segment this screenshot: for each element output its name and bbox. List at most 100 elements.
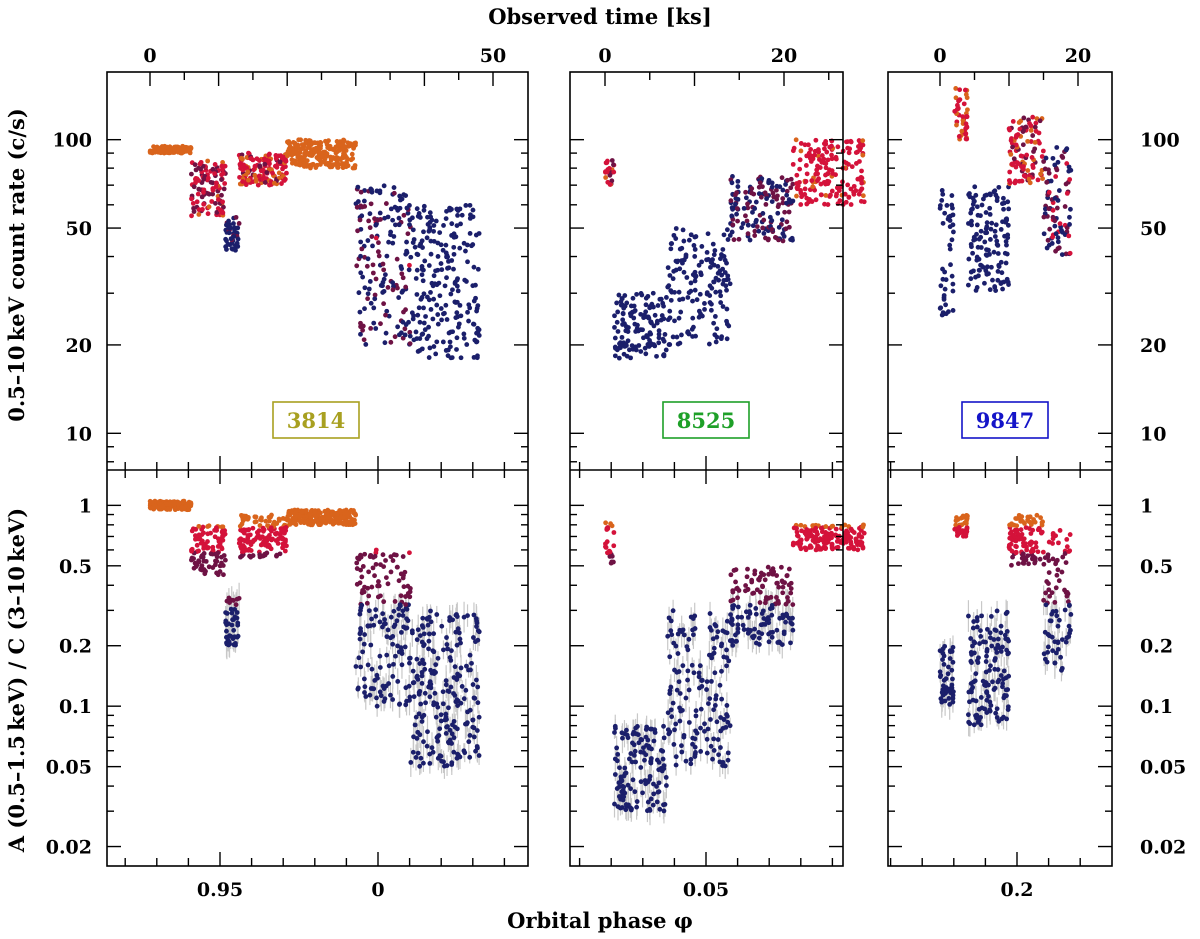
ratio-point xyxy=(454,614,460,619)
rate-point xyxy=(403,322,409,327)
ratio-point xyxy=(414,637,420,643)
rate-point xyxy=(808,147,814,152)
rate-point xyxy=(314,162,320,168)
ratio-point xyxy=(789,621,795,627)
ratio-point xyxy=(783,619,788,625)
rate-point xyxy=(803,178,809,184)
ratio-point xyxy=(993,710,999,716)
ratio-point xyxy=(691,632,696,638)
ratio-point xyxy=(248,542,254,548)
rate-point xyxy=(711,320,717,326)
rate-point xyxy=(284,170,289,176)
ratio-point xyxy=(400,613,406,618)
rate-point xyxy=(291,140,296,145)
ratio-point xyxy=(670,608,676,614)
ratio-point xyxy=(702,721,707,727)
ratio-point xyxy=(286,517,292,523)
ratio-point xyxy=(200,524,206,530)
rate-point xyxy=(432,281,438,287)
rate-point xyxy=(995,251,1001,256)
rate-point xyxy=(665,284,671,290)
rate-point xyxy=(853,150,859,156)
rate-point xyxy=(438,306,444,311)
rate-point xyxy=(235,225,241,231)
ratio-point xyxy=(766,620,772,626)
rate-point xyxy=(362,204,368,209)
ratio-point xyxy=(428,667,434,673)
ratio-point xyxy=(661,735,667,741)
ratio-point xyxy=(222,557,228,563)
ratio-point xyxy=(208,530,214,536)
rate-point xyxy=(749,186,755,192)
rate-point xyxy=(474,330,479,336)
ratio-point xyxy=(718,643,724,649)
rate-point xyxy=(404,239,409,245)
ratio-point xyxy=(750,635,756,641)
rate-point xyxy=(396,222,402,228)
ratio-point xyxy=(369,616,374,622)
rate-point xyxy=(753,199,759,205)
rate-point xyxy=(196,207,202,213)
rate-point xyxy=(970,195,976,201)
rate-point xyxy=(707,293,713,298)
ratio-point xyxy=(747,602,753,608)
ratio-point xyxy=(757,600,763,605)
rate-point xyxy=(219,177,224,182)
rate-point xyxy=(445,353,451,359)
rate-point xyxy=(201,189,206,195)
ratio-point xyxy=(814,529,820,535)
rate-point xyxy=(465,259,470,265)
rate-point xyxy=(317,150,323,156)
ratio-point xyxy=(629,759,635,765)
ratio-point xyxy=(987,630,993,636)
ratio-point xyxy=(612,801,617,807)
rate-point xyxy=(804,171,810,177)
rate-point xyxy=(739,225,745,231)
ratio-point xyxy=(735,604,741,610)
rate-point xyxy=(404,205,410,211)
rate-point xyxy=(258,168,264,174)
ratio-point xyxy=(238,544,243,550)
ratio-point xyxy=(729,639,735,644)
rate-point xyxy=(858,188,863,194)
ratio-point xyxy=(414,673,420,679)
ratio-point xyxy=(620,735,625,741)
rate-point xyxy=(221,186,227,192)
ratio-point xyxy=(410,668,416,674)
rate-point xyxy=(704,257,709,263)
rate-point xyxy=(458,355,464,361)
rate-point xyxy=(766,179,772,185)
ratio-point xyxy=(830,523,836,529)
rate-point xyxy=(963,92,969,97)
ratio-point xyxy=(851,545,857,550)
rate-point xyxy=(366,286,372,292)
rate-point xyxy=(973,288,979,293)
ratio-point xyxy=(665,710,671,716)
rate-point xyxy=(440,339,446,345)
ratio-point xyxy=(707,611,713,616)
ratio-point xyxy=(656,759,662,765)
ratio-point xyxy=(1007,535,1013,541)
rate-point xyxy=(764,196,769,202)
rate-point xyxy=(982,193,988,198)
ratio-point xyxy=(806,533,812,539)
rate-point xyxy=(961,101,967,107)
ratio-point xyxy=(388,692,393,698)
ratio-point xyxy=(1027,526,1032,531)
rate-point xyxy=(734,206,740,211)
rate-point xyxy=(248,156,254,162)
ratio-point xyxy=(365,623,371,629)
rate-point xyxy=(401,309,406,315)
rate-point xyxy=(983,230,988,236)
ratio-point xyxy=(1004,609,1010,615)
rate-point xyxy=(427,210,433,216)
ratio-point xyxy=(391,608,397,614)
rate-point xyxy=(984,247,989,253)
rate-point xyxy=(334,149,340,155)
rate-point xyxy=(469,243,474,249)
rate-point xyxy=(724,318,729,324)
ratio-point xyxy=(409,628,415,634)
ratio-point xyxy=(1020,551,1026,557)
ratio-point xyxy=(160,503,166,509)
ratio-point xyxy=(374,703,380,709)
